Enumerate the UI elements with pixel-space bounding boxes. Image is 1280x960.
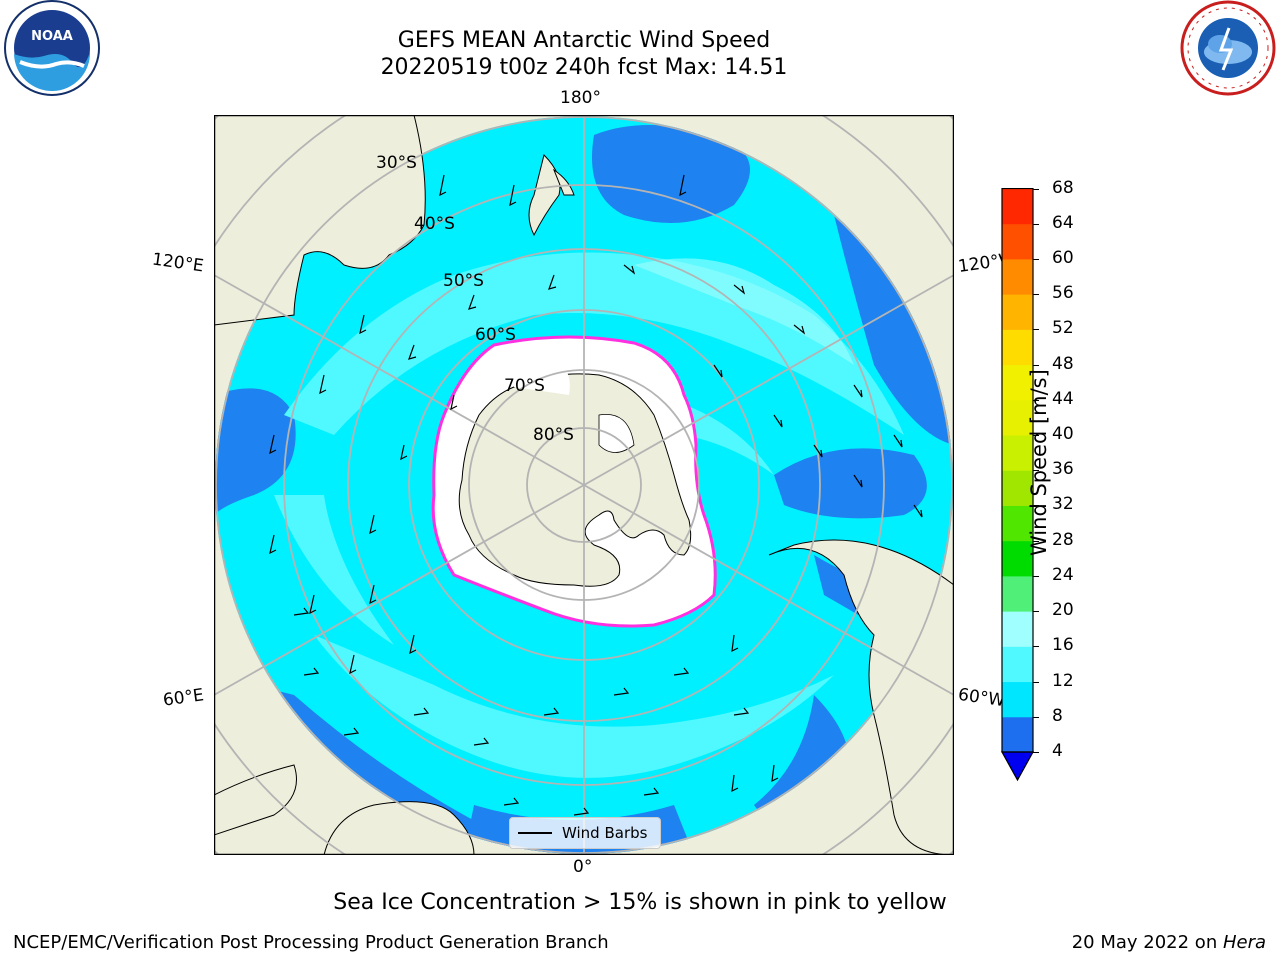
colorbar-tick (1033, 329, 1039, 331)
lon-label-0: 0° (573, 857, 593, 877)
colorbar-segment (1002, 399, 1033, 436)
noaa-logo: NOAA (4, 0, 100, 96)
colorbar-tick-label: 68 (1052, 177, 1074, 198)
colorbar-tick (1033, 540, 1039, 542)
colorbar-tick-label: 12 (1052, 670, 1074, 691)
colorbar-tick (1033, 188, 1039, 190)
colorbar-tick-label: 32 (1052, 494, 1074, 515)
colorbar-segment (1002, 611, 1033, 647)
noaa-logo-text: NOAA (31, 29, 73, 44)
machine-name: Hera (1222, 932, 1266, 953)
colorbar-tick-label: 36 (1052, 459, 1074, 480)
latitude-labels: 30°S 40°S 50°S 60°S 70°S 80°S (376, 153, 574, 445)
map-subtitle: 20220519 t00z 240h fcst Max: 14.51 (380, 55, 788, 80)
colorbar-tick-label: 40 (1052, 424, 1074, 445)
colorbar-tick (1033, 505, 1039, 507)
run-date-text: 20 May 2022 on (1071, 932, 1223, 953)
colorbar-tick-label: 16 (1052, 635, 1074, 656)
map-legend: Wind Barbs (509, 817, 661, 849)
colorbar-tick-label: 4 (1052, 741, 1063, 761)
colorbar-segment (1002, 223, 1033, 260)
nws-logo (1180, 0, 1276, 96)
colorbar-segment (1002, 470, 1033, 506)
graticule (214, 115, 954, 855)
lat-label: 70°S (504, 376, 545, 396)
colorbar-tick-label: 24 (1052, 564, 1074, 585)
lat-label: 50°S (443, 271, 484, 291)
legend-line-swatch (518, 832, 552, 834)
colorbar-tick (1033, 364, 1039, 366)
colorbar-segment (1002, 435, 1033, 471)
lon-label-180: 180° (560, 88, 601, 108)
colorbar-segment (1002, 575, 1033, 612)
colorbar-tick (1033, 716, 1039, 718)
sea-ice-note: Sea Ice Concentration > 15% is shown in … (333, 890, 947, 915)
madagascar (214, 764, 297, 836)
lon-label-60w: 60°W (956, 684, 1007, 712)
colorbar-tick (1033, 575, 1039, 577)
colorbar-tick-label: 44 (1052, 388, 1074, 409)
lat-label: 80°S (533, 425, 574, 445)
colorbar-segment (1002, 364, 1033, 401)
south-america (768, 539, 954, 855)
colorbar-tick (1033, 435, 1039, 437)
colorbar-segment (1002, 329, 1033, 366)
colorbar-tick (1033, 399, 1039, 401)
lat-label: 40°S (414, 214, 455, 234)
colorbar-tick (1033, 752, 1039, 753)
colorbar-tick (1033, 258, 1039, 260)
australia-landmass (214, 115, 426, 326)
colorbar-segment (1002, 716, 1033, 753)
colorbar-tick (1033, 611, 1039, 613)
colorbar-tick-label: 64 (1052, 212, 1074, 233)
lat-label: 60°S (475, 325, 516, 345)
colorbar-tick-label: 8 (1052, 705, 1063, 726)
run-date: 20 May 2022 on Hera (1072, 932, 1266, 953)
map-title: GEFS MEAN Antarctic Wind Speed (397, 28, 771, 53)
colorbar-segment (1002, 540, 1033, 577)
lon-label-120e: 120°E (150, 249, 205, 277)
africa (323, 801, 475, 855)
colorbar-segment (1002, 646, 1033, 683)
lon-label-60e: 60°E (161, 685, 206, 711)
colorbar-segment (1002, 505, 1033, 542)
colorbar-segment (1002, 258, 1033, 295)
colorbar-segment (1002, 294, 1033, 330)
map-frame (214, 115, 954, 855)
colorbar-label: Wind Speed [m/s] (1027, 369, 1051, 556)
polar-map: 30°S 40°S 50°S 60°S 70°S 80°S (214, 115, 954, 855)
colorbar (1000, 188, 1035, 782)
wind-barbs (269, 174, 923, 816)
colorbar-tick (1033, 223, 1039, 225)
colorbar-tick (1033, 646, 1039, 648)
colorbar-tick-label: 20 (1052, 600, 1074, 621)
colorbar-tick (1033, 470, 1039, 472)
colorbar-segment (1002, 681, 1033, 718)
colorbar-tick (1033, 294, 1039, 296)
lat-label: 30°S (376, 153, 417, 173)
colorbar-segment (1002, 188, 1033, 225)
colorbar-tick-label: 60 (1052, 247, 1074, 268)
colorbar-tick-label: 28 (1052, 529, 1074, 550)
colorbar-tick-label: 48 (1052, 353, 1074, 374)
colorbar-tick (1033, 681, 1039, 683)
colorbar-extend-min (1000, 751, 1035, 782)
branch-credit: NCEP/EMC/Verification Post Processing Pr… (13, 932, 609, 953)
legend-label: Wind Barbs (562, 824, 648, 842)
colorbar-tick-label: 52 (1052, 318, 1074, 339)
colorbar-tick-label: 56 (1052, 283, 1074, 304)
